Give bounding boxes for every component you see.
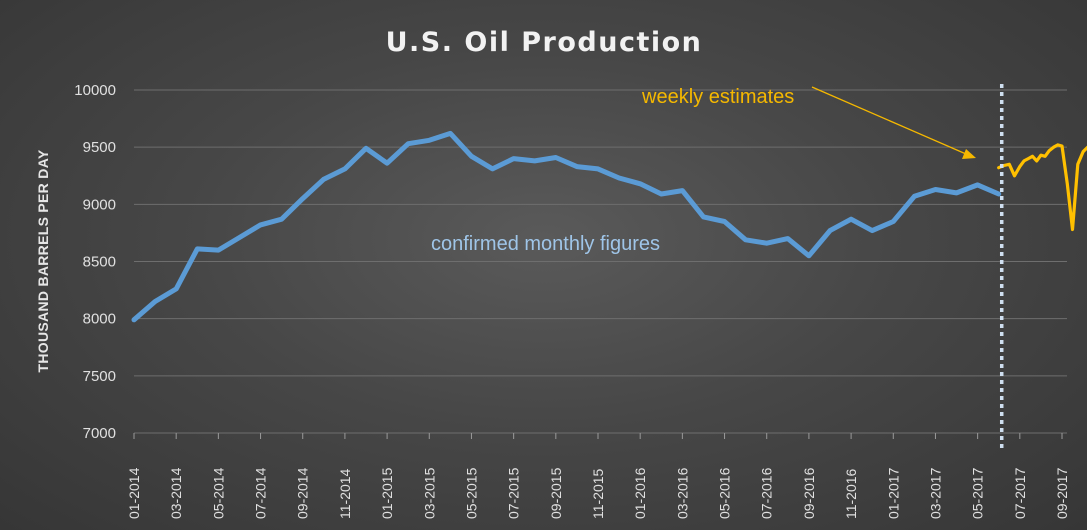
series-line-weekly	[997, 143, 1087, 232]
x-tick-03-2014: 03-2014	[168, 467, 184, 519]
x-tick-07-2017: 07-2017	[1012, 467, 1028, 519]
x-tick-05-2017: 05-2017	[970, 467, 986, 519]
x-tick-03-2015: 03-2015	[421, 467, 437, 519]
x-tick-labels: 01-2014 03-2014 05-2014 07-2014 09-2014 11-20…	[126, 433, 1070, 519]
x-tick-09-2016: 09-2016	[801, 467, 817, 519]
chart-title: U.S. Oil Production	[386, 27, 703, 58]
x-tick-03-2016: 03-2016	[674, 467, 690, 519]
y-tick-9000: 9000	[83, 196, 116, 213]
x-tick-07-2014: 07-2014	[253, 467, 269, 519]
annotation-weekly-arrow-head	[962, 149, 976, 159]
y-tick-9500: 9500	[83, 139, 116, 156]
y-tick-7000: 7000	[83, 425, 116, 442]
x-tick-09-2015: 09-2015	[548, 467, 564, 519]
x-tick-03-2017: 03-2017	[927, 467, 943, 519]
y-tick-10000: 10000	[74, 82, 116, 99]
annotation-weekly: weekly estimates	[641, 86, 794, 108]
x-tick-09-2014: 09-2014	[295, 467, 311, 519]
x-tick-01-2015: 01-2015	[379, 467, 395, 519]
x-tick-09-2017: 09-2017	[1054, 467, 1070, 519]
series-line-monthly	[131, 130, 1002, 323]
x-tick-01-2017: 01-2017	[885, 467, 901, 519]
x-tick-07-2015: 07-2015	[506, 467, 522, 519]
x-tick-01-2016: 01-2016	[632, 467, 648, 519]
x-tick-05-2016: 05-2016	[717, 467, 733, 519]
x-tick-05-2015: 05-2015	[463, 467, 479, 519]
y-tick-8000: 8000	[83, 311, 116, 328]
annotation-monthly: confirmed monthly figures	[431, 233, 660, 255]
annotation-weekly-arrow-line	[811, 86, 967, 155]
x-tick-05-2014: 05-2014	[210, 467, 226, 519]
x-tick-11-2015: 11-2015	[590, 468, 606, 519]
y-tick-7500: 7500	[83, 368, 116, 385]
x-tick-07-2016: 07-2016	[759, 467, 775, 519]
x-tick-11-2016: 11-2016	[843, 468, 859, 519]
x-tick-01-2014: 01-2014	[126, 467, 142, 519]
y-tick-8500: 8500	[83, 254, 116, 271]
annotations: confirmed monthly figures weekly estimat…	[431, 84, 1004, 450]
y-axis-label: THOUSAND BARRELS PER DAY	[35, 149, 51, 372]
x-tick-11-2014: 11-2014	[337, 468, 353, 519]
gridlines	[134, 89, 1067, 434]
series-layer	[131, 130, 1087, 323]
y-tick-labels: 7000 7500 8000 8500 9000 9500 10000	[74, 82, 116, 442]
